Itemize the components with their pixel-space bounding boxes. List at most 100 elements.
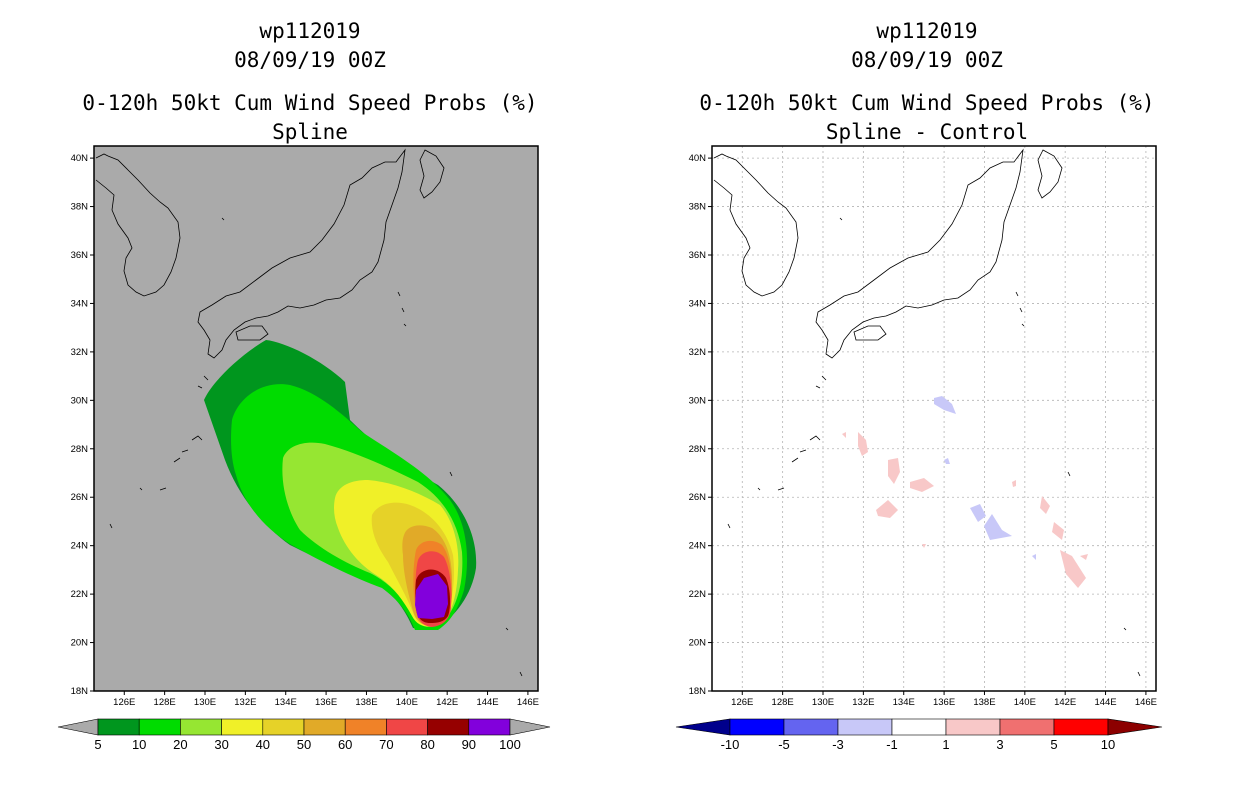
colorbar-low-arrow	[675, 718, 731, 736]
diff-positive-patch	[842, 432, 846, 438]
right-title-line3: 0-120h 50kt Cum Wind Speed Probs (%)	[699, 91, 1155, 115]
colorbar-swatch	[344, 718, 387, 736]
right-map-panel: 126E 128E 130E 132E 134E 136E 138E 140E 142E 144E…	[689, 145, 1157, 708]
coast-shikoku	[853, 325, 887, 341]
coast-izu-islands	[1015, 291, 1025, 327]
coast-korea	[95, 155, 181, 297]
colorbar-swatch	[837, 718, 893, 736]
x-tick-label: 140E	[396, 697, 418, 708]
colorbar-label: 40	[256, 737, 270, 752]
right-axes: 126E 128E 130E 132E 134E 136E 138E 140E 142E 144E…	[689, 153, 1157, 708]
y-tick-label: 36N	[689, 250, 707, 261]
x-tick-label: 146E	[517, 697, 539, 708]
x-tick-label: 140E	[1014, 697, 1036, 708]
diff-positive-patch	[876, 500, 898, 518]
x-tick-label: 136E	[933, 697, 955, 708]
diff-positive-patch	[1012, 480, 1016, 487]
colorbar-label: 50	[297, 737, 311, 752]
colorbar-label: 10	[132, 737, 146, 752]
x-tick-label: 146E	[1135, 697, 1157, 708]
colorbar-swatch	[303, 718, 346, 736]
y-tick-label: 34N	[689, 298, 707, 309]
y-tick-label: 20N	[689, 638, 707, 649]
colorbar-label: 5	[94, 737, 101, 752]
colorbar-swatch	[783, 718, 839, 736]
diff-negative-patch	[1032, 554, 1036, 560]
left-map-frame	[93, 145, 539, 692]
x-tick-label: 128E	[154, 697, 176, 708]
right-map-frame	[711, 145, 1157, 692]
y-tick-label: 18N	[71, 686, 89, 697]
colorbar-label: -1	[886, 737, 898, 752]
diff-positive-patch	[858, 432, 868, 456]
colorbar-swatch	[945, 718, 1001, 736]
right-title-line1: wp112019	[876, 19, 978, 43]
y-tick-label: 22N	[71, 589, 89, 600]
left-title-line1: wp112019	[259, 19, 361, 43]
left-title-line2: 08/09/19 00Z	[234, 48, 386, 72]
right-map-background	[712, 146, 1156, 691]
colorbar-swatch	[468, 718, 511, 736]
prob-swath	[204, 340, 477, 630]
colorbar-high-arrow	[509, 718, 551, 736]
diff-positive-patch	[1052, 522, 1064, 540]
y-tick-label: 20N	[71, 638, 89, 649]
prob-contour-100	[415, 574, 448, 619]
coast-izu-islands	[397, 291, 407, 327]
colorbar-label: -3	[832, 737, 844, 752]
colorbar-swatch	[262, 718, 305, 736]
diff-positive-patch	[1060, 550, 1086, 588]
x-tick-label: 132E	[852, 697, 874, 708]
diff-positive-patch	[910, 478, 934, 492]
x-tick-label: 134E	[893, 697, 915, 708]
coast-hokkaido	[419, 149, 445, 199]
coast-small-islands	[109, 217, 523, 677]
diff-positive-patch	[1080, 554, 1088, 560]
colorbar-swatch	[1053, 718, 1109, 736]
y-tick-label: 28N	[71, 444, 89, 455]
y-tick-label: 32N	[71, 347, 89, 358]
x-tick-label: 128E	[772, 697, 794, 708]
colorbar-swatch	[138, 718, 181, 736]
colorbar-label: 10	[1101, 737, 1115, 752]
coast-hokkaido	[1037, 149, 1063, 199]
diff-positive-patch	[922, 544, 926, 548]
diff-negative-patch	[984, 514, 1012, 540]
colorbar-label: 60	[338, 737, 352, 752]
diff-negative-patch	[970, 504, 986, 522]
y-tick-label: 24N	[689, 541, 707, 552]
left-axes: 126E 128E 130E 132E 134E 136E 138E 140E 142E 144E…	[71, 153, 539, 708]
diff-positive-patch	[888, 458, 900, 484]
colorbar-swatch	[180, 718, 222, 736]
x-tick-label: 138E	[973, 697, 995, 708]
right-title-line4: Spline - Control	[825, 120, 1029, 144]
coast-korea	[713, 155, 799, 297]
y-tick-label: 18N	[689, 686, 707, 697]
x-tick-label: 144E	[1094, 697, 1116, 708]
colorbar-label: 100	[499, 737, 521, 752]
colorbar-swatch	[221, 718, 264, 736]
colorbar-swatch	[729, 718, 785, 736]
x-tick-label: 132E	[234, 697, 256, 708]
colorbar-label: 3	[996, 737, 1003, 752]
colorbar-low-arrow	[57, 718, 99, 736]
left-map-panel: 126E 128E 130E 132E 134E 136E 138E 140E 142E 144E…	[71, 145, 539, 708]
colorbar-label: 20	[173, 737, 187, 752]
left-title-line4: Spline	[272, 120, 348, 144]
coast-honshu	[197, 148, 406, 359]
y-tick-label: 26N	[71, 492, 89, 503]
colorbar-swatch	[891, 718, 947, 736]
y-tick-label: 28N	[689, 444, 707, 455]
colorbar-label: 90	[462, 737, 476, 752]
y-tick-label: 30N	[689, 395, 707, 406]
x-tick-label: 138E	[355, 697, 377, 708]
coast-small-islands	[727, 217, 1141, 677]
colorbar-label: 1	[942, 737, 949, 752]
colorbar-label: 80	[420, 737, 434, 752]
left-title-line3: 0-120h 50kt Cum Wind Speed Probs (%)	[82, 91, 538, 115]
colorbar-swatch	[386, 718, 428, 736]
y-tick-label: 38N	[71, 202, 89, 213]
y-tick-label: 38N	[689, 202, 707, 213]
diff-patches	[842, 396, 1088, 588]
x-tick-label: 134E	[275, 697, 297, 708]
